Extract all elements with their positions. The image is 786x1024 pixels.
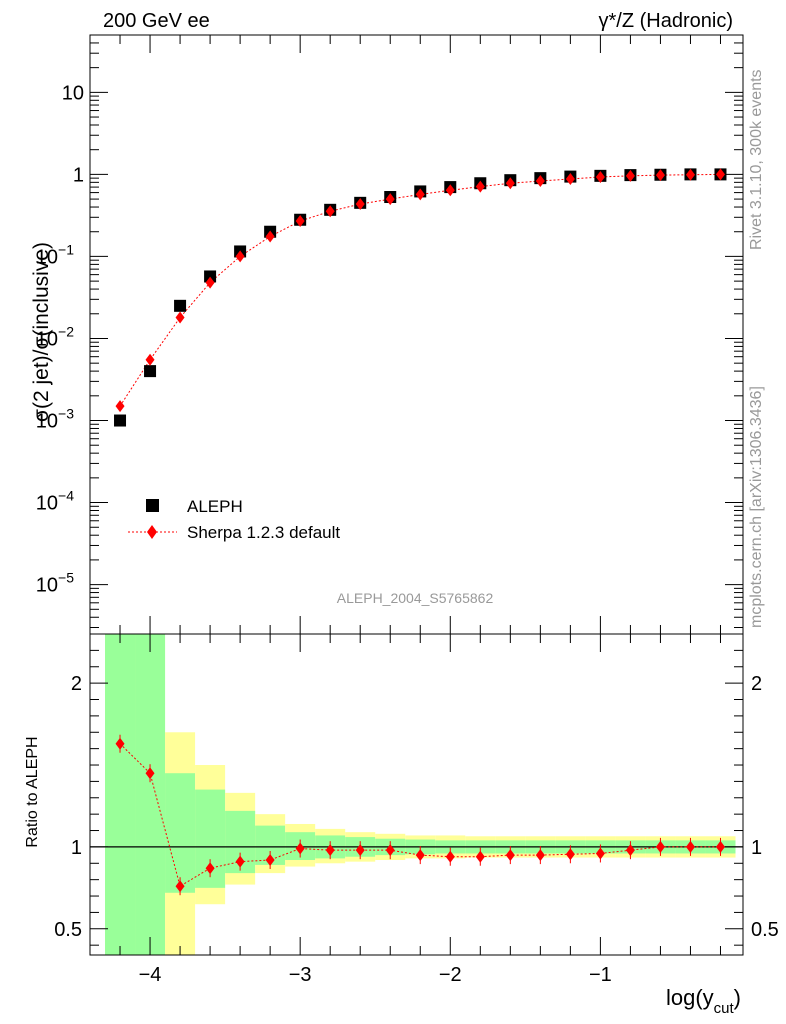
- band-inner: [165, 773, 196, 893]
- main-axes: 10−5 10−4 10−3 10−2 10−1 1 10: [36, 34, 744, 635]
- ratio-y-tick-label-right: 0.5: [751, 919, 779, 941]
- ratio-mc-point: [355, 844, 365, 857]
- mc-line: [119, 173, 721, 407]
- ratio-mc-point: [625, 844, 635, 857]
- ratio-panel: −4 −3 −2 −1 0.5 0.5 1 1 2 2 Ratio to ALEPH log(yc…: [24, 633, 779, 1017]
- analysis-tag: ALEPH_2004_S5765862: [337, 590, 494, 606]
- ratio-mc-point: [325, 844, 335, 857]
- ratio-mc-point: [535, 849, 545, 862]
- ratio-axes: −4 −3 −2 −1 0.5 0.5 1 1 2 2: [54, 633, 779, 986]
- ratio-mc-point: [475, 850, 485, 863]
- mc-point: [235, 250, 245, 263]
- ratio-y-tick-label-right: 2: [751, 673, 762, 695]
- mc-point: [295, 215, 305, 228]
- main-y-axis-label: σ(2 jet)/σ(inclusive): [30, 242, 53, 422]
- ratio-y-tick-label-left: 2: [71, 673, 82, 695]
- mc-point: [625, 169, 635, 182]
- ratio-bands: [105, 634, 736, 955]
- main-y-tick-label: 10−4: [36, 488, 74, 515]
- ratio-mc-point: [415, 849, 425, 862]
- mc-point: [685, 168, 695, 181]
- mc-point: [385, 193, 395, 206]
- ratio-mc-point: [685, 840, 695, 853]
- mc-point: [415, 188, 425, 201]
- data-point: [174, 299, 187, 312]
- main-y-tick-label: 10−5: [36, 570, 74, 597]
- data-point: [144, 365, 157, 378]
- mcplots-label: mcplots.cern.ch [arXiv:1306.3436]: [748, 386, 765, 628]
- main-y-tick-label: 10: [62, 82, 84, 104]
- mc-point: [595, 170, 605, 183]
- ratio-y-tick-label-left: 1: [71, 837, 82, 859]
- mc-point: [205, 276, 215, 289]
- legend-mc-label: Sherpa 1.2.3 default: [187, 523, 340, 542]
- ratio-mc-point: [205, 862, 215, 875]
- main-panel: 10−5 10−4 10−3 10−2 10−1 1 10 ALEPH_2004_S5765…: [30, 34, 744, 635]
- ratio-mc-point: [265, 854, 275, 867]
- mc-point: [505, 177, 515, 190]
- ratio-mc-point: [715, 840, 725, 853]
- mc-point: [475, 180, 485, 193]
- mc-point: [265, 230, 275, 243]
- main-frame: [89, 34, 744, 635]
- mc-point: [715, 168, 725, 181]
- ratio-marks: [90, 734, 743, 896]
- mc-point: [655, 169, 665, 182]
- main-y-tick-label: 10−2: [36, 323, 74, 350]
- x-tick-label: −2: [439, 964, 462, 986]
- mc-point: [535, 175, 545, 188]
- legend-data-label: ALEPH: [187, 497, 243, 516]
- ratio-y-tick-label-left: 0.5: [54, 919, 82, 941]
- ratio-mc-point: [655, 840, 665, 853]
- main-y-tick-label: 1: [73, 164, 84, 186]
- ratio-mc-point: [385, 844, 395, 857]
- ratio-mc-point: [445, 850, 455, 863]
- mc-point: [355, 198, 365, 211]
- main-y-tick-label: 10−3: [36, 406, 74, 433]
- x-tick-label: −1: [589, 964, 612, 986]
- ratio-mc-point: [595, 847, 605, 860]
- x-tick-label: −4: [139, 964, 162, 986]
- band-inner: [135, 634, 166, 955]
- ratio-y-tick-label-right: 1: [751, 837, 762, 859]
- ratio-mc-line: [119, 743, 721, 887]
- x-tick-label: −3: [289, 964, 312, 986]
- data-point: [204, 270, 217, 283]
- legend-data-marker: [146, 499, 159, 512]
- ratio-mc-point: [505, 849, 515, 862]
- main-marks: [114, 168, 727, 427]
- x-axis-label: log(ycut): [666, 985, 741, 1017]
- band-inner: [105, 634, 136, 955]
- ratio-mc-point: [145, 767, 155, 780]
- legend: ALEPH Sherpa 1.2.3 default: [128, 497, 340, 542]
- mc-point: [145, 353, 155, 366]
- right-title: γ*/Z (Hadronic): [599, 10, 733, 32]
- ratio-mc-point: [295, 842, 305, 855]
- mc-point: [175, 311, 185, 324]
- mc-point: [445, 184, 455, 197]
- mc-point: [565, 172, 575, 185]
- mc-point: [325, 205, 335, 218]
- ratio-frame: [89, 633, 744, 956]
- left-title: 200 GeV ee: [103, 10, 210, 32]
- main-y-tick-label: 10−1: [36, 241, 74, 268]
- ratio-mc-point: [175, 880, 185, 893]
- legend-mc-marker: [147, 525, 157, 539]
- ratio-mc-point: [115, 737, 125, 750]
- ratio-mc-point: [565, 848, 575, 861]
- ratio-mc-point: [235, 855, 245, 868]
- ratio-y-axis-label: Ratio to ALEPH: [24, 736, 41, 847]
- rivet-label: Rivet 3.1.10, 300k events: [748, 69, 765, 250]
- data-point: [114, 414, 127, 427]
- mc-point: [115, 400, 125, 413]
